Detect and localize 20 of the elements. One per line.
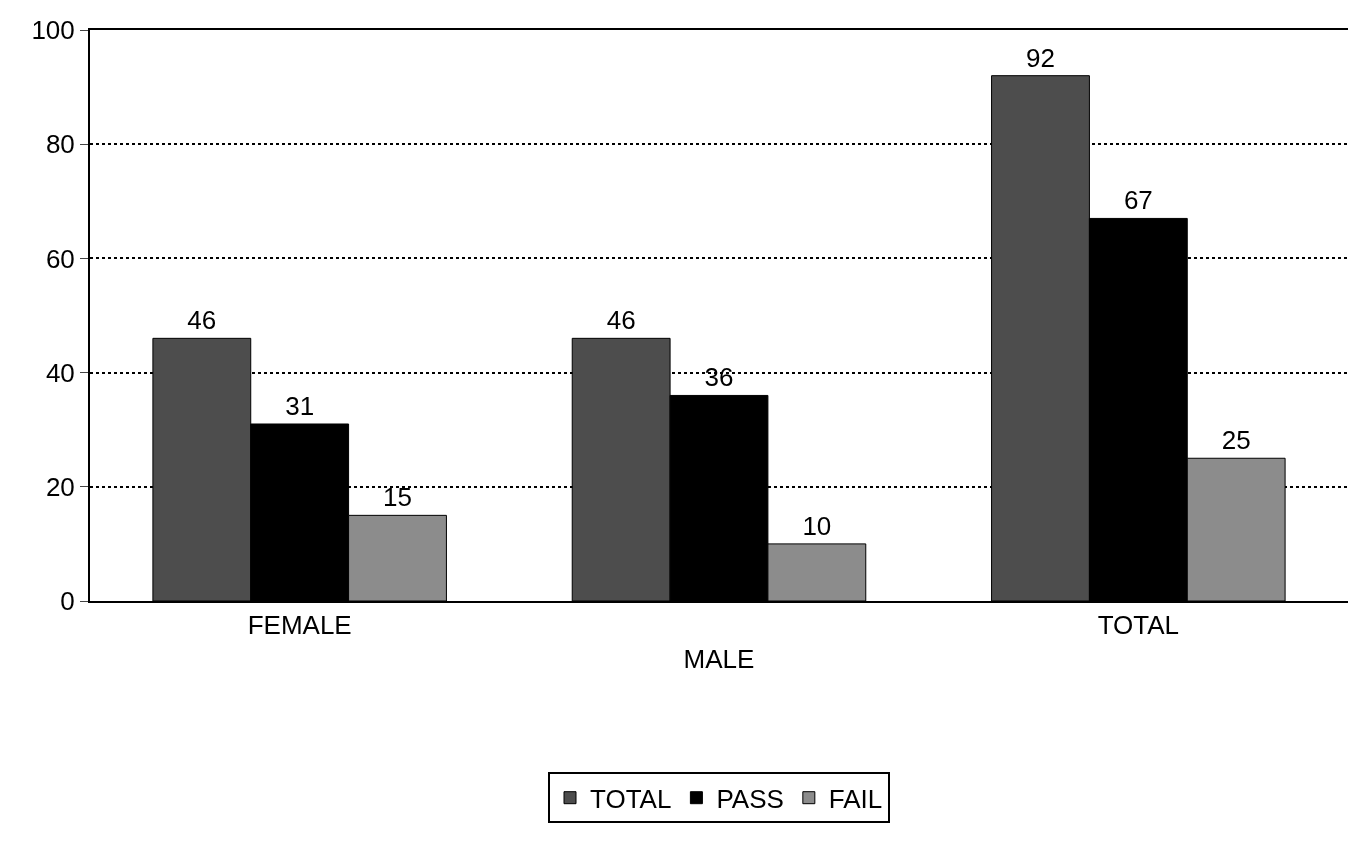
data-label: 46 bbox=[606, 305, 636, 336]
legend-label: FAIL bbox=[828, 783, 883, 814]
legend-label: TOTAL bbox=[590, 783, 672, 814]
data-label: 31 bbox=[285, 390, 315, 421]
y-tick-label: 20 bbox=[45, 471, 75, 502]
y-tick-label: 0 bbox=[60, 586, 75, 617]
y-tick-label: 40 bbox=[45, 357, 75, 388]
data-label: 46 bbox=[187, 305, 217, 336]
data-label: 92 bbox=[1026, 42, 1055, 73]
x-tick-label: FEMALE bbox=[247, 610, 352, 641]
y-tick-label: 80 bbox=[45, 129, 75, 160]
data-label: 10 bbox=[802, 510, 832, 541]
x-tick-label: MALE bbox=[683, 644, 755, 674]
data-label: 25 bbox=[1221, 425, 1251, 456]
data-label: 67 bbox=[1123, 185, 1153, 216]
data-label: 15 bbox=[383, 482, 412, 513]
data-label: 36 bbox=[704, 362, 734, 393]
y-tick-label: 100 bbox=[31, 15, 75, 46]
y-tick-label: 60 bbox=[45, 243, 75, 274]
legend-label: PASS bbox=[716, 783, 784, 814]
